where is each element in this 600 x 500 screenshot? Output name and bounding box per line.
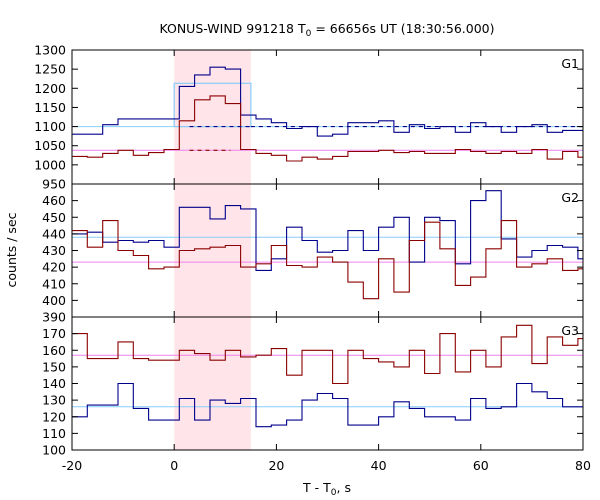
y-tick-label: 170 [42,326,66,341]
x-axis-label: T - T0, s [302,480,351,498]
y-tick-label: 100 [42,443,66,458]
y-tick-label: 1050 [34,138,66,153]
y-tick-label: 1200 [34,81,66,96]
chart-title-suffix: = 66656s UT (18:30:56.000) [311,21,494,36]
y-tick-label: 460 [42,193,66,208]
y-tick-label: 160 [42,343,66,358]
series-red-histogram [72,220,583,300]
y-tick-label: 1100 [34,119,66,134]
y-tick-label: 430 [42,243,66,258]
y-tick-label: 450 [42,210,66,225]
chart-title-prefix: KONUS-WIND 991218 T [159,21,305,36]
series-red-histogram [72,324,583,385]
panel-label: G2 [561,190,579,205]
y-tick-label: 410 [42,276,66,291]
series-blue-histogram [72,382,583,428]
y-tick-label: 400 [42,293,66,308]
y-tick-label: 420 [42,260,66,275]
y-tick-label: 1250 [34,62,66,77]
x-axis-label-subscript: 0 [331,488,337,498]
panels-layer: 9501000105011001150120012501300G13904004… [34,43,591,474]
x-axis-label-suffix: , s [337,480,351,495]
series-red-histogram [72,95,583,162]
y-tick-label: 1150 [34,100,66,115]
x-tick-label: 20 [268,458,284,473]
y-axis-label: counts / sec [4,212,19,287]
y-tick-label: 150 [42,359,66,374]
x-tick-label: 60 [473,458,489,473]
panel-g1: 950 1000 1050 1100 1150 1200 1250 1300 G1 [34,43,584,192]
panel-label: G1 [561,56,579,71]
x-axis-label-prefix: T - T [302,480,331,495]
x-tick-label: -20 [62,458,82,473]
y-tick-label: 390 [42,310,66,325]
x-tick-labels: -20 0 20 40 60 80 [62,458,591,473]
chart-title: KONUS-WIND 991218 T0 = 66656s UT (18:30:… [159,21,494,39]
y-tick-label: 950 [42,177,66,192]
panel-frame [71,49,584,185]
y-tick-label: 140 [42,376,66,391]
panel-frame [71,183,584,318]
x-tick-label: 40 [371,458,387,473]
series-blue-histogram [72,66,583,137]
y-tick-label: 440 [42,226,66,241]
y-tick-label: 130 [42,393,66,408]
burst-interval-box [173,82,252,128]
y-tick-label: 110 [42,426,66,441]
y-tick-label: 120 [42,409,66,424]
y-tick-label: 1000 [34,157,66,172]
chart-title-subscript: 0 [306,29,312,39]
x-tick-label: 0 [170,458,178,473]
panel-label: G3 [561,323,579,338]
y-tick-label: 1300 [34,43,66,58]
x-tick-label: 80 [575,458,591,473]
